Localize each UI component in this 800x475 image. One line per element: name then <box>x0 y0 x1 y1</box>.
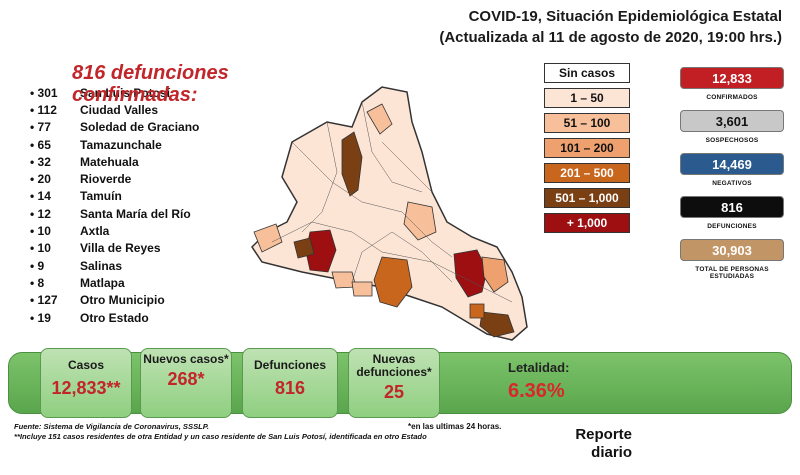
municipality-count: 301 <box>30 86 80 100</box>
map-region-santa-maria <box>351 281 373 297</box>
lethality-value: 6.36% <box>508 380 565 402</box>
municipality-count: 14 <box>30 189 80 203</box>
map-region-north <box>341 131 363 197</box>
legend-item: 1 – 50 <box>544 88 630 108</box>
report-label: Reporte diario <box>575 426 632 461</box>
map-region-axtla <box>469 303 485 319</box>
legend-item: 51 – 100 <box>544 113 630 133</box>
municipality-name: Axtla <box>80 224 110 239</box>
note-24h: *en las ultimas 24 horas. <box>408 422 502 431</box>
municipality-name: Otro Estado <box>80 310 149 325</box>
stat-label: TOTAL DE PERSONAS ESTUDIADAS <box>695 266 769 280</box>
cases-value: 12,833** <box>51 378 121 398</box>
municipality-count: 10 <box>30 224 80 238</box>
new-deaths-value: 25 <box>383 382 405 402</box>
state-map <box>251 86 528 341</box>
title-line-1: COVID-19, Situación Epidemiológica Estat… <box>468 8 782 25</box>
legend-item: 101 – 200 <box>544 138 630 158</box>
cases-label: Casos <box>67 358 105 372</box>
map-region-salinas <box>253 223 283 253</box>
new-cases-value: 268* <box>167 369 205 389</box>
residents-note: **Incluye 151 casos residentes de otra E… <box>14 431 427 441</box>
stat-label: CONFIRMADOS <box>706 94 758 101</box>
map-region-tamuin <box>481 256 509 293</box>
new-cases-label: Nuevos casos* <box>143 352 229 366</box>
map-region-tamazunchale <box>479 311 515 338</box>
deaths-headline: 816 defunciones confirmadas: <box>72 62 229 106</box>
map-region-center <box>403 201 437 241</box>
footer-notes: Fuente: Sistema de Vigilancia de Coronav… <box>14 422 534 441</box>
municipality-name: Ciudad Valles <box>80 102 159 117</box>
municipality-count: 20 <box>30 172 80 186</box>
municipality-name: San Luis Potosí <box>80 85 171 100</box>
stat-value: 816 <box>680 196 784 218</box>
municipality-count: 32 <box>30 155 80 169</box>
map-legend: Sin casos 1 – 50 51 – 100 101 – 200 201 – 50… <box>544 63 630 238</box>
municipality-name: Santa María del Río <box>80 206 191 221</box>
municipality-count: 12 <box>30 207 80 221</box>
deaths-panel: Defunciones 816 <box>242 348 338 418</box>
municipality-name: Rioverde <box>80 172 132 187</box>
municipality-name: Soledad de Graciano <box>80 120 200 135</box>
municipality-count: 127 <box>30 293 80 307</box>
legend-item: Sin casos <box>544 63 630 83</box>
municipality-count: 112 <box>30 103 80 117</box>
source-note: Fuente: Sistema de Vigilancia de Coronav… <box>14 422 209 431</box>
new-cases-panel: Nuevos casos* 268* <box>140 348 232 418</box>
municipality-count: 8 <box>30 276 80 290</box>
title-line-2: (Actualizada al 11 de agosto de 2020, 19… <box>439 29 782 46</box>
stat-label: SOSPECHOSOS <box>705 137 759 144</box>
new-deaths-label: Nuevas defunciones* <box>356 352 432 379</box>
stats-panel: 12,833 CONFIRMADOS 3,601 SOSPECHOSOS 14,469 N… <box>680 67 784 289</box>
municipality-count: 10 <box>30 241 80 255</box>
stat-value: 12,833 <box>680 67 784 89</box>
municipality-name: Salinas <box>80 258 123 273</box>
map-region-matehuala <box>366 103 393 135</box>
municipality-name: Tamazunchale <box>80 137 162 152</box>
municipality-name: Tamuín <box>80 189 122 204</box>
stat-label: NEGATIVOS <box>712 180 752 187</box>
municipality-name: Matlapa <box>80 275 125 290</box>
municipality-count: 65 <box>30 138 80 152</box>
deaths-value: 816 <box>274 378 306 398</box>
municipality-name: Villa de Reyes <box>80 241 161 256</box>
page-title: COVID-19, Situación Epidemiológica Estat… <box>439 6 782 48</box>
municipality-name: Matehuala <box>80 154 139 169</box>
stat-value: 3,601 <box>680 110 784 132</box>
deaths-label: Defunciones <box>253 358 326 372</box>
legend-item: 501 – 1,000 <box>544 188 630 208</box>
lethality-label: Letalidad: <box>508 360 570 375</box>
legend-item: + 1,000 <box>544 213 630 233</box>
map-region-rioverde <box>373 256 413 308</box>
new-deaths-panel: Nuevas defunciones* 25 <box>348 348 440 418</box>
municipality-count: 77 <box>30 120 80 134</box>
municipality-count: 9 <box>30 259 80 273</box>
stat-value: 14,469 <box>680 153 784 175</box>
municipality-borders <box>271 101 513 303</box>
municipality-count: 19 <box>30 311 80 325</box>
municipality-name: Otro Municipio <box>80 293 165 308</box>
cases-panel: Casos 12,833** <box>40 348 132 418</box>
stat-label: DEFUNCIONES <box>707 223 757 230</box>
map-region-soledad <box>293 237 315 259</box>
stat-value: 30,903 <box>680 239 784 261</box>
legend-item: 201 – 500 <box>544 163 630 183</box>
